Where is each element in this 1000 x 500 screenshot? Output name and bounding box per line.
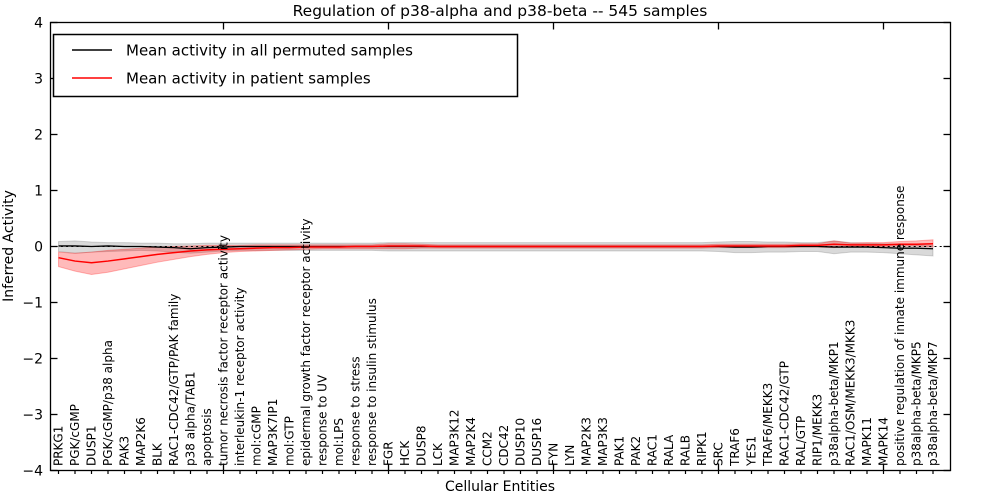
x-tick-label: DUSP16 xyxy=(530,418,544,466)
x-tick-label: MAP3K12 xyxy=(448,409,462,466)
x-tick-label: RAC1 xyxy=(646,434,660,466)
x-tick-label: YES1 xyxy=(745,436,759,467)
y-tick-label: 2 xyxy=(34,128,43,144)
y-tick-label: 0 xyxy=(34,240,43,256)
x-tick-label: MAP2K6 xyxy=(134,417,148,466)
x-tick-label: MAPK11 xyxy=(860,417,874,466)
x-tick-label: PAK1 xyxy=(613,436,627,466)
x-tick-label: epidermal growth factor receptor activit… xyxy=(299,219,313,466)
x-tick-label: BLK xyxy=(151,442,165,466)
x-tick-label: p38alpha-beta/MKP1 xyxy=(827,341,841,466)
y-tick-label: 3 xyxy=(34,72,43,88)
x-tick-label: HCK xyxy=(398,440,412,466)
x-tick-label: FGR xyxy=(382,441,396,466)
x-tick-label: RAC1/OSM/MEKK3/MKK3 xyxy=(844,320,858,466)
y-tick-label: 4 xyxy=(34,16,43,32)
confidence-band-0 xyxy=(58,240,934,257)
x-tick-label: LYN xyxy=(563,445,577,466)
chart-title: Regulation of p38-alpha and p38-beta -- … xyxy=(293,2,708,20)
x-tick-label: RAL/GTP xyxy=(794,416,808,466)
x-tick-label: PRKG1 xyxy=(52,426,66,466)
legend-label-1: Mean activity in patient samples xyxy=(126,70,371,88)
x-tick-label: MAP2K3 xyxy=(580,417,594,466)
x-tick-label: DUSP1 xyxy=(85,425,99,466)
x-tick-label: mol:cGMP xyxy=(250,406,264,466)
y-tick-label: −3 xyxy=(22,408,43,424)
x-tick-label: RIP1/MEKK3 xyxy=(811,394,825,466)
x-tick-label: TRAF6/MEKK3 xyxy=(761,383,775,467)
x-tick-label: apoptosis xyxy=(200,408,214,466)
x-tick-label: MAPK14 xyxy=(877,417,891,466)
x-tick-label: positive regulation of innate immune res… xyxy=(893,186,907,466)
x-tick-label: CCM2 xyxy=(481,431,495,466)
x-tick-label: PAK2 xyxy=(629,436,643,466)
x-tick-label: MAP3K7IP1 xyxy=(266,399,280,466)
x-tick-label: TRAF6 xyxy=(728,428,742,467)
x-tick-label: RALA xyxy=(662,434,676,466)
x-tick-label: MAP3K3 xyxy=(596,417,610,466)
x-tick-label: RAC1-CDC42/GTP/PAK family xyxy=(167,294,181,466)
x-tick-label: mol:LPS xyxy=(332,418,346,466)
y-tick-label: 1 xyxy=(34,184,43,200)
x-tick-label: RAC1-CDC42/GTP xyxy=(778,361,792,466)
x-axis-label: Cellular Entities xyxy=(445,479,555,495)
x-tick-label: DUSP8 xyxy=(415,425,429,466)
y-tick-label: −2 xyxy=(22,352,43,368)
x-tick-label: interleukin-1 receptor activity xyxy=(233,287,247,466)
plot-border xyxy=(49,21,952,472)
x-tick-label: tumor necrosis factor receptor activity xyxy=(217,235,231,466)
x-tick-label: DUSP10 xyxy=(514,418,528,466)
legend-label-0: Mean activity in all permuted samples xyxy=(126,42,413,60)
y-tick-label: −4 xyxy=(22,464,43,480)
x-tick-label: LCK xyxy=(431,442,445,466)
x-tick-label: MAP2K4 xyxy=(464,417,478,466)
x-tick-label: mol:GTP xyxy=(283,416,297,466)
x-tick-label: SRC xyxy=(712,442,726,466)
x-tick-label: PGK/cGMP/p38 alpha xyxy=(101,340,115,466)
x-tick-label: p38 alpha/TAB1 xyxy=(184,372,198,466)
legend-box xyxy=(52,33,519,98)
x-tick-label: response to insulin stimulus xyxy=(365,298,379,466)
x-tick-label: PGK/cGMP xyxy=(68,404,82,466)
y-axis-label: Inferred Activity xyxy=(1,190,17,302)
x-tick-label: RALB xyxy=(679,435,693,466)
x-tick-label: p38alpha-beta/MKP7 xyxy=(926,341,940,466)
x-tick-label: RIPK1 xyxy=(695,431,709,466)
x-tick-label: CDC42 xyxy=(497,425,511,466)
series-line-1 xyxy=(58,242,934,264)
x-tick-label: response to UV xyxy=(316,374,330,466)
x-tick-label: PAK3 xyxy=(118,436,132,466)
confidence-band-1 xyxy=(58,239,934,276)
x-tick-label: response to stress xyxy=(349,356,363,466)
y-tick-label: −1 xyxy=(22,296,43,312)
x-tick-label: FYN xyxy=(547,443,561,466)
x-tick-label: p38alpha-beta/MKP5 xyxy=(910,341,924,466)
